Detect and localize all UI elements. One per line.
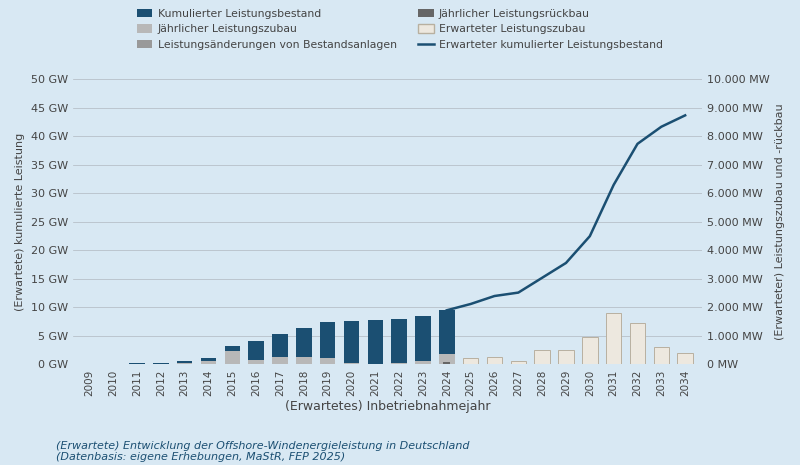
Bar (320, 358, 335, 365)
Y-axis label: (Erwartete) kumulierte Leistung: (Erwartete) kumulierte Leistung (15, 133, 25, 311)
Text: (Datenbasis: eigene Erhebungen, MaStR, FEP 2025): (Datenbasis: eigene Erhebungen, MaStR, F… (56, 452, 346, 462)
Bar (415, 361, 430, 365)
Bar (344, 363, 359, 365)
Bar (272, 357, 288, 365)
Bar (296, 357, 311, 365)
Bar (630, 323, 646, 365)
Bar (391, 319, 407, 365)
X-axis label: (Erwartetes) Inbetriebnahmejahr: (Erwartetes) Inbetriebnahmejahr (285, 400, 490, 413)
Bar (177, 361, 193, 365)
Bar (510, 361, 526, 365)
Bar (130, 364, 145, 365)
Bar (201, 361, 216, 365)
Bar (678, 353, 693, 365)
Bar (439, 310, 454, 365)
Bar (463, 359, 478, 365)
Bar (367, 364, 383, 365)
Y-axis label: (Erwarteter) Leistungszubau und -rückbau: (Erwarteter) Leistungszubau und -rückbau (775, 104, 785, 340)
Bar (606, 313, 622, 365)
Bar (367, 320, 383, 365)
Bar (249, 341, 264, 365)
Bar (130, 363, 145, 365)
Bar (320, 322, 335, 365)
Bar (582, 337, 598, 365)
Bar (415, 316, 430, 365)
Bar (225, 345, 240, 365)
Bar (344, 320, 359, 365)
Bar (272, 333, 288, 365)
Legend: Kumulierter Leistungsbestand, Jährlicher Leistungszubau, Leistungsänderungen von: Kumulierter Leistungsbestand, Jährlicher… (134, 6, 666, 53)
Bar (558, 350, 574, 365)
Bar (153, 363, 169, 365)
Bar (296, 328, 311, 365)
Bar (177, 363, 193, 365)
Bar (439, 354, 454, 365)
Bar (534, 350, 550, 365)
Bar (654, 347, 669, 365)
Bar (249, 359, 264, 365)
Bar (486, 357, 502, 365)
Bar (225, 351, 240, 365)
Bar (443, 362, 450, 365)
Bar (391, 363, 407, 365)
Bar (201, 359, 216, 365)
Text: (Erwartete) Entwicklung der Offshore-Windenergieleistung in Deutschland: (Erwartete) Entwicklung der Offshore-Win… (56, 441, 470, 451)
